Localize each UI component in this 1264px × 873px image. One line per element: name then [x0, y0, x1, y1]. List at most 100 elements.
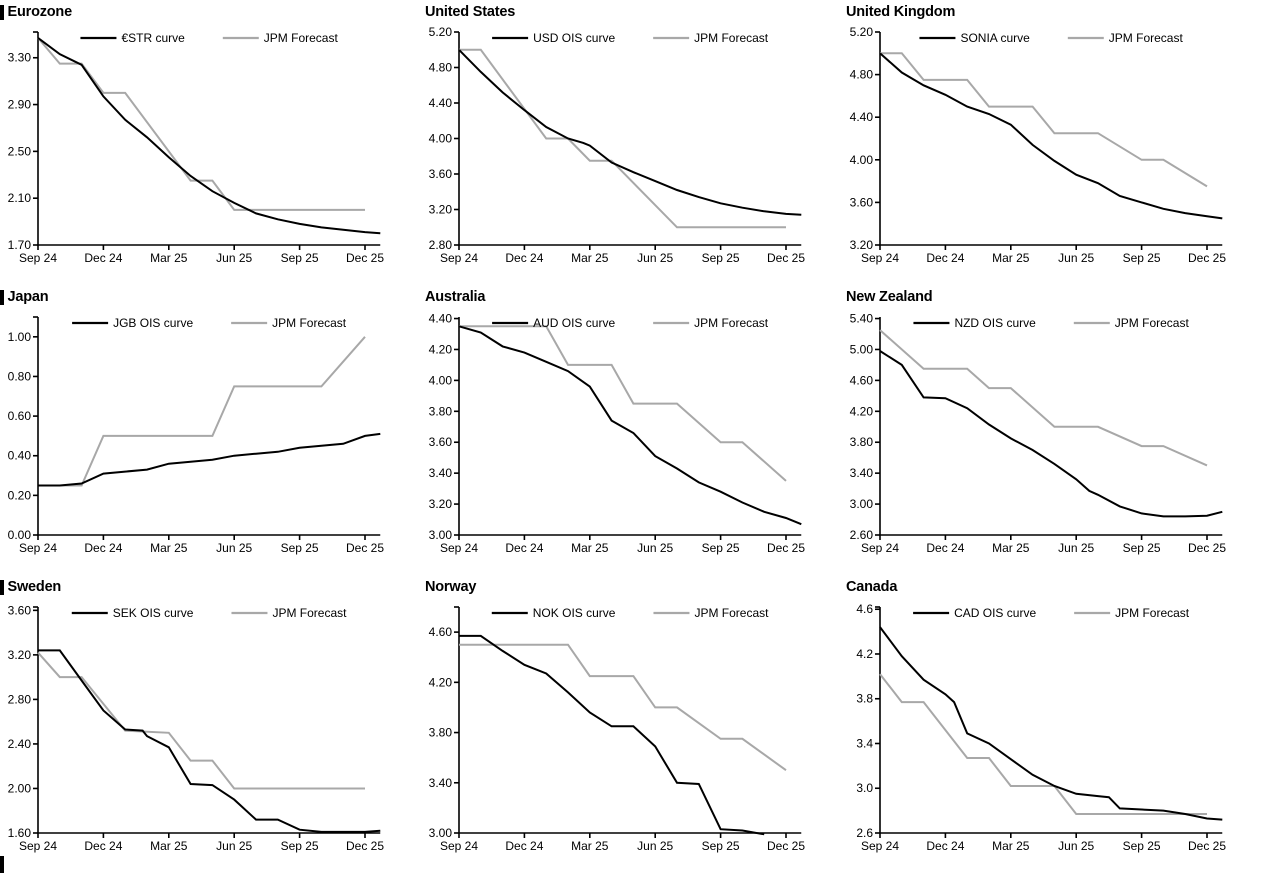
legend-label-forecast: JPM Forecast [272, 316, 347, 330]
x-tick-label: Dec 25 [346, 251, 384, 265]
str-curve-line [37, 37, 381, 235]
y-tick-label: 3.00 [429, 826, 453, 840]
legend-label-ois: USD OIS curve [533, 31, 615, 45]
section-bar [0, 4, 4, 20]
legend-label-ois: AUD OIS curve [533, 316, 615, 330]
x-tick-label: Dec 25 [346, 839, 384, 853]
chart-header: Australia [421, 285, 842, 307]
x-tick-label: Sep 24 [19, 541, 57, 555]
y-tick-label: 1.00 [8, 330, 32, 344]
chart-header: Norway [421, 575, 842, 597]
legend-label-ois: CAD OIS curve [954, 606, 1036, 620]
legend-label-forecast: JPM Forecast [1109, 31, 1184, 45]
x-tick-label: Dec 25 [1188, 251, 1226, 265]
chart-title: Norway [425, 579, 477, 595]
chart-header: Japan [0, 285, 421, 307]
x-tick-label: Sep 25 [281, 839, 319, 853]
x-tick-label: Mar 25 [992, 251, 1030, 265]
x-tick-label: Dec 24 [505, 541, 543, 555]
y-tick-label: 3.00 [429, 528, 453, 542]
legend-label-forecast: JPM Forecast [694, 316, 769, 330]
x-tick-label: Sep 25 [1123, 541, 1161, 555]
legend-label-forecast: JPM Forecast [694, 606, 769, 620]
usd-ois-curve-line [458, 49, 802, 216]
x-tick-label: Sep 25 [1123, 839, 1161, 853]
section-bar-partial [0, 856, 4, 873]
y-tick-label: 3.8 [856, 692, 873, 706]
x-tick-label: Dec 25 [1188, 839, 1226, 853]
aud-ois-curve-line [458, 325, 802, 526]
y-tick-label: 2.90 [8, 98, 32, 112]
chart-title: Australia [425, 289, 486, 305]
y-tick-label: 3.60 [8, 603, 32, 617]
chart-panel-japan: Japan 1.00 0.80 0.60 0.40 0.20 0.00 Sep 24 Dec 2… [0, 285, 421, 575]
sonia-curve-line [879, 52, 1223, 220]
chart-panel-new-zealand: New Zealand 5.40 5.00 4.60 4.20 3.80 3.40 3.00 2… [842, 285, 1264, 575]
x-tick-label: Sep 24 [861, 251, 899, 265]
chart-panel-eurozone: Eurozone 3.30 2.90 2.50 2.10 1.70 Sep 24 Dec 24… [0, 0, 421, 285]
y-tick-label: 0.80 [8, 369, 32, 383]
y-tick-label: 1.60 [8, 826, 32, 840]
y-tick-label: 2.60 [850, 528, 874, 542]
x-tick-label: Sep 24 [19, 251, 57, 265]
x-tick-label: Dec 25 [767, 541, 805, 555]
y-tick-label: 2.40 [8, 737, 32, 751]
y-tick-label: 3.20 [429, 497, 453, 511]
x-tick-label: Jun 25 [1058, 839, 1094, 853]
y-tick-label: 4.2 [856, 647, 873, 661]
x-tick-label: Sep 25 [702, 541, 740, 555]
chart-header: United States [421, 0, 842, 22]
y-tick-label: 1.70 [8, 238, 32, 252]
y-tick-label: 2.00 [8, 781, 32, 795]
chart-title: Japan [7, 289, 49, 305]
y-tick-label: 4.60 [850, 373, 874, 387]
x-tick-label: Mar 25 [571, 251, 609, 265]
chart-panel-sweden: Sweden 3.60 3.20 2.80 2.40 2.00 1.60 Sep 24 Dec … [0, 575, 421, 873]
y-tick-label: 3.30 [8, 51, 32, 65]
jpm-forecast-line [879, 329, 1208, 467]
y-tick-label: 4.80 [850, 68, 874, 82]
y-tick-label: 3.40 [429, 466, 453, 480]
chart-title: United Kingdom [846, 4, 956, 20]
chart-header: Canada [842, 575, 1264, 597]
x-tick-label: Dec 24 [926, 541, 964, 555]
y-tick-label: 4.20 [429, 675, 453, 689]
y-tick-label: 2.10 [8, 191, 32, 205]
y-tick-label: 0.20 [8, 488, 32, 502]
y-tick-label: 3.20 [850, 238, 874, 252]
legend-label-ois: JGB OIS curve [113, 316, 193, 330]
legend-label-ois: €STR curve [121, 31, 185, 45]
jgb-ois-curve-line [38, 432, 381, 487]
legend-label-forecast: JPM Forecast [694, 31, 769, 45]
x-tick-label: Dec 24 [926, 839, 964, 853]
x-tick-label: Jun 25 [637, 541, 673, 555]
chart-title: Eurozone [7, 4, 73, 20]
y-tick-label: 4.80 [429, 61, 453, 75]
jpm-forecast-line [459, 325, 787, 482]
x-tick-label: Sep 25 [281, 251, 319, 265]
x-tick-label: Sep 25 [702, 839, 740, 853]
y-tick-label: 3.60 [429, 167, 453, 181]
x-tick-label: Jun 25 [637, 839, 673, 853]
chart-panel-united-kingdom: United Kingdom 5.20 4.80 4.40 4.00 3.60 3.20 Se… [842, 0, 1264, 285]
jpm-forecast-line [879, 673, 1207, 815]
chart-title: United States [425, 4, 516, 20]
y-tick-label: 4.20 [429, 342, 453, 356]
x-tick-label: Sep 24 [440, 839, 478, 853]
legend-label-forecast: JPM Forecast [264, 31, 339, 45]
x-tick-label: Jun 25 [1058, 251, 1094, 265]
y-tick-label: 2.80 [8, 692, 32, 706]
y-tick-label: 2.80 [429, 238, 453, 252]
chart-title: Canada [846, 579, 898, 595]
x-tick-label: Sep 24 [19, 839, 57, 853]
legend-label-ois: NOK OIS curve [533, 606, 616, 620]
x-tick-label: Jun 25 [1058, 541, 1094, 555]
y-tick-label: 4.6 [856, 602, 873, 616]
y-tick-label: 2.6 [856, 826, 873, 840]
